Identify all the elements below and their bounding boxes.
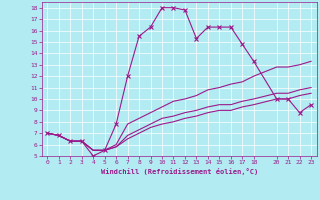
X-axis label: Windchill (Refroidissement éolien,°C): Windchill (Refroidissement éolien,°C): [100, 168, 258, 175]
